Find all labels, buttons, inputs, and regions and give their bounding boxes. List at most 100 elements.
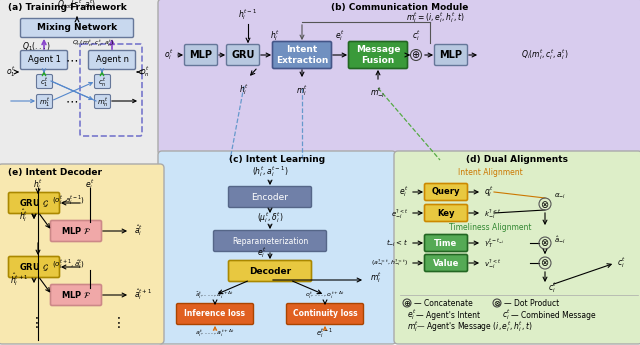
FancyBboxPatch shape	[51, 220, 102, 242]
FancyBboxPatch shape	[287, 304, 364, 325]
Text: $\otimes$: $\otimes$	[493, 298, 501, 307]
Text: (b) Communication Module: (b) Communication Module	[332, 3, 468, 12]
FancyBboxPatch shape	[227, 45, 259, 66]
Text: MLP: MLP	[189, 50, 212, 60]
Text: $(h_i^t,a_i^{t-1})$: $(h_i^t,a_i^{t-1})$	[252, 165, 288, 179]
Text: $Q_i(m_i^t,c_i^t,a_i^t)$: $Q_i(m_i^t,c_i^t,a_i^t)$	[522, 48, 569, 62]
Text: Mixing Network: Mixing Network	[37, 23, 117, 32]
FancyBboxPatch shape	[95, 75, 111, 89]
Text: Agent n: Agent n	[95, 56, 129, 65]
FancyBboxPatch shape	[0, 164, 164, 344]
Text: $\hat{a}_i^t$: $\hat{a}_i^t$	[134, 224, 143, 238]
Text: $Q_{tot}(s^t,a^t)$: $Q_{tot}(s^t,a^t)$	[58, 0, 97, 11]
FancyBboxPatch shape	[8, 193, 60, 214]
Text: $\gamma_T^{t-t_{-i}}$: $\gamma_T^{t-t_{-i}}$	[484, 236, 504, 250]
Text: $(o_i^{t+1},\hat{a}_i^t)$: $(o_i^{t+1},\hat{a}_i^t)$	[52, 257, 85, 270]
Text: Message
Fusion: Message Fusion	[356, 45, 400, 65]
FancyBboxPatch shape	[394, 151, 640, 344]
Text: $e_i^t$: $e_i^t$	[85, 178, 95, 193]
Text: $(\mu_i^t,\delta_i^t)$: $(\mu_i^t,\delta_i^t)$	[257, 210, 284, 225]
Text: $a_i^t,...,a_i^{t+\Delta_t}$: $a_i^t,...,a_i^{t+\Delta_t}$	[195, 327, 235, 339]
Text: $e_i^{t-1}$: $e_i^{t-1}$	[316, 326, 333, 339]
FancyBboxPatch shape	[20, 19, 134, 38]
Text: MLP $\mathcal{F}$: MLP $\mathcal{F}$	[61, 226, 92, 237]
Text: $e_i^t$: $e_i^t$	[257, 246, 267, 260]
FancyBboxPatch shape	[0, 0, 164, 169]
Text: $k_{-i}^{?<t}$: $k_{-i}^{?<t}$	[484, 207, 501, 219]
Text: Decoder: Decoder	[249, 266, 291, 276]
Text: $\otimes$: $\otimes$	[540, 237, 550, 248]
Text: (c) Intent Learning: (c) Intent Learning	[229, 155, 325, 164]
FancyBboxPatch shape	[424, 205, 467, 221]
Text: $\alpha_{-i}$: $\alpha_{-i}$	[554, 191, 566, 200]
FancyBboxPatch shape	[184, 45, 218, 66]
FancyBboxPatch shape	[20, 50, 67, 69]
Text: $h_i^t$: $h_i^t$	[239, 82, 249, 97]
Text: $\hat{a}_i^t,...,\hat{a}_i^{t+\Delta_t}$: $\hat{a}_i^t,...,\hat{a}_i^{t+\Delta_t}$	[195, 289, 234, 301]
Text: Query: Query	[432, 187, 460, 197]
Text: $o_i^t,...,o_i^{t+\Delta_t}$: $o_i^t,...,o_i^{t+\Delta_t}$	[305, 289, 345, 301]
Text: $m_1^t$: $m_1^t$	[39, 95, 50, 108]
Text: Timeliness Alignment: Timeliness Alignment	[449, 223, 531, 232]
Text: $\oplus$: $\oplus$	[403, 298, 411, 307]
FancyBboxPatch shape	[36, 95, 52, 108]
FancyBboxPatch shape	[228, 260, 312, 282]
FancyBboxPatch shape	[435, 45, 467, 66]
Text: Value: Value	[433, 258, 459, 267]
FancyBboxPatch shape	[177, 304, 253, 325]
Text: $v_{-i}^{?<t}$: $v_{-i}^{?<t}$	[484, 256, 501, 269]
Text: Encoder: Encoder	[252, 193, 289, 201]
Text: $e_i^t$: $e_i^t$	[407, 307, 417, 323]
Text: $q_i^t$: $q_i^t$	[484, 185, 493, 199]
Text: GRU: GRU	[231, 50, 255, 60]
Text: $o_1^t$: $o_1^t$	[6, 65, 15, 79]
Text: $c_i^t$: $c_i^t$	[502, 307, 511, 323]
Text: $\hat{a}_i^{t+1}$: $\hat{a}_i^{t+1}$	[134, 287, 152, 303]
Text: GRU $\mathcal{G}$: GRU $\mathcal{G}$	[19, 261, 49, 273]
FancyBboxPatch shape	[424, 255, 467, 272]
FancyBboxPatch shape	[349, 41, 408, 69]
Text: Intent Alignment: Intent Alignment	[458, 168, 522, 177]
Text: — Combined Message: — Combined Message	[511, 310, 596, 319]
FancyBboxPatch shape	[424, 235, 467, 252]
Text: $t_{-i}<t$: $t_{-i}<t$	[386, 237, 408, 249]
Text: $\hat{h}_i^{t+1}$: $\hat{h}_i^{t+1}$	[10, 272, 28, 288]
Text: $e_{-i}^{?<t}$: $e_{-i}^{?<t}$	[390, 207, 408, 219]
Text: $m_i^t$: $m_i^t$	[296, 83, 308, 98]
Text: $Q_n(m_n^t,c_n^t,a_n^t)$: $Q_n(m_n^t,c_n^t,a_n^t)$	[72, 39, 115, 49]
Text: $c_i^t$: $c_i^t$	[412, 28, 420, 43]
Text: — Concatenate: — Concatenate	[414, 298, 473, 307]
Text: MLP $\mathcal{F}$: MLP $\mathcal{F}$	[61, 289, 92, 300]
Text: $\cdots$: $\cdots$	[65, 95, 79, 108]
Text: $o_i^t$: $o_i^t$	[164, 48, 173, 62]
FancyBboxPatch shape	[158, 0, 640, 155]
Text: $\hat{a}_{-i}$: $\hat{a}_{-i}$	[554, 234, 566, 246]
Text: Continuity loss: Continuity loss	[292, 309, 357, 318]
Text: $e_i^t$: $e_i^t$	[399, 185, 408, 199]
Text: $\cdots$: $\cdots$	[65, 53, 79, 67]
Text: Time: Time	[435, 238, 458, 247]
Text: — Agent's Message $(i,e_i^t,h_i^t,t)$: — Agent's Message $(i,e_i^t,h_i^t,t)$	[416, 319, 532, 334]
Text: $(a_{-i}^{?<t},h_{-i}^{?<t})$: $(a_{-i}^{?<t},h_{-i}^{?<t})$	[371, 258, 408, 268]
Text: $m_{-i}^t$: $m_{-i}^t$	[371, 85, 386, 100]
Text: — Dot Product: — Dot Product	[504, 298, 559, 307]
FancyBboxPatch shape	[424, 184, 467, 200]
Text: $c_i^t$: $c_i^t$	[548, 280, 557, 295]
Text: $\otimes$: $\otimes$	[540, 198, 550, 209]
Text: Intent
Extraction: Intent Extraction	[276, 45, 328, 65]
Text: $h_i^{t-1}$: $h_i^{t-1}$	[239, 7, 257, 22]
Text: $(o_i^t,a_i^{t-1})$: $(o_i^t,a_i^{t-1})$	[52, 194, 85, 207]
FancyBboxPatch shape	[228, 187, 312, 207]
Text: $\hat{h}_i^t$: $\hat{h}_i^t$	[19, 208, 28, 225]
FancyBboxPatch shape	[8, 256, 60, 277]
Text: (d) Dual Alignments: (d) Dual Alignments	[466, 155, 568, 164]
Text: $m_i^t$: $m_i^t$	[370, 270, 382, 285]
Text: Reparameterization: Reparameterization	[232, 237, 308, 246]
Text: $m_n^t$: $m_n^t$	[97, 95, 108, 108]
Text: $\vdots$: $\vdots$	[29, 315, 39, 329]
Text: MLP: MLP	[440, 50, 463, 60]
Text: $\vdots$: $\vdots$	[111, 315, 121, 329]
FancyBboxPatch shape	[88, 50, 136, 69]
FancyBboxPatch shape	[158, 151, 396, 344]
FancyBboxPatch shape	[36, 75, 52, 89]
